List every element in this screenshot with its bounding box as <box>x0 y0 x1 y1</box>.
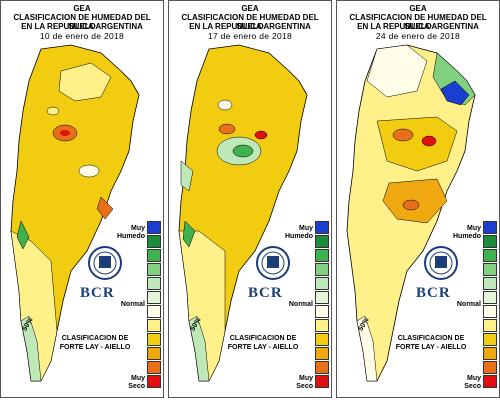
legend-top-line1: Muy <box>467 225 481 232</box>
classification-credit: CLASIFICACION DE FORTE LAY - AIELLO <box>227 334 299 352</box>
legend-bottom-line1: Muy <box>299 375 313 382</box>
title-region: EN LA REPUBLICA ARGENTINA <box>357 22 479 31</box>
legend-swatch <box>147 235 161 248</box>
legend-swatch <box>483 375 497 388</box>
legend-swatch <box>147 319 161 332</box>
dry-spot-3 <box>392 128 414 142</box>
title-gea: GEA <box>241 4 259 13</box>
argentina-map-3 <box>346 44 476 382</box>
legend-top-label: Muy Humedo <box>285 225 313 241</box>
title-classification: CLASIFICACION DE HUMEDAD DEL SUELO <box>13 13 151 31</box>
legend-swatch <box>315 277 329 290</box>
classification-line2: FORTE LAY - AIELLO <box>395 344 467 351</box>
legend-normal-label: Normal <box>456 301 481 308</box>
legend-swatch <box>483 291 497 304</box>
map-date: 10 de enero de 2018 <box>39 31 125 41</box>
legend-swatch <box>483 361 497 374</box>
legend-swatch <box>315 319 329 332</box>
map-date: 24 de enero de 2018 <box>375 31 461 41</box>
legend-swatch <box>315 375 329 388</box>
legend-swatch <box>147 263 161 276</box>
argentina-map-2 <box>178 44 308 382</box>
title-region: EN LA REPUBLICA ARGENTINA <box>189 22 311 31</box>
legend-bottom-label: Muy Seco <box>464 375 481 391</box>
bcr-seal-icon <box>79 245 131 281</box>
classification-credit: CLASIFICACION DE FORTE LAY - AIELLO <box>395 334 467 352</box>
legend-color-scale <box>315 221 329 389</box>
legend-swatch <box>483 263 497 276</box>
argentina-map-1 <box>10 44 140 382</box>
dry-spot-2 <box>218 123 236 135</box>
legend-swatch <box>147 305 161 318</box>
legend-bottom-label: Muy Seco <box>128 375 145 391</box>
legend-bottom-line2: Seco <box>128 383 145 390</box>
legend-top-line1: Muy <box>299 225 313 232</box>
legend-swatch <box>483 305 497 318</box>
legend-swatch <box>147 361 161 374</box>
map-date: 17 de enero de 2018 <box>207 31 293 41</box>
bcr-seal-icon <box>415 245 467 281</box>
title-gea: GEA <box>73 4 91 13</box>
legend-bottom-label: Muy Seco <box>296 375 313 391</box>
legend-swatch <box>147 277 161 290</box>
legend-normal-label: Normal <box>120 301 145 308</box>
legend-bottom-line2: Seco <box>464 383 481 390</box>
legend-top-line2: Humedo <box>453 233 481 240</box>
legend-swatch <box>147 347 161 360</box>
classification-line1: CLASIFICACION DE <box>397 335 465 342</box>
legend-bottom-line1: Muy <box>467 375 481 382</box>
legend-top-line1: Muy <box>131 225 145 232</box>
map-panel-1: GEA CLASIFICACION DE HUMEDAD DEL SUELO EN … <box>0 0 164 398</box>
classification-line1: CLASIFICACION DE <box>229 335 297 342</box>
bcr-logo-text: BCR <box>416 285 451 301</box>
title-gea: GEA <box>409 4 427 13</box>
legend-swatch <box>147 291 161 304</box>
legend-bottom-line2: Seco <box>296 383 313 390</box>
legend-top-label: Muy Humedo <box>453 225 481 241</box>
legend-normal-label: Normal <box>288 301 313 308</box>
legend-swatch <box>483 277 497 290</box>
legend-swatch <box>315 347 329 360</box>
legend-swatch <box>147 375 161 388</box>
legend-swatch <box>483 249 497 262</box>
legend-swatch <box>147 221 161 234</box>
legend-swatch <box>315 249 329 262</box>
legend-swatch <box>483 319 497 332</box>
title-region: EN LA REPUBLICA ARGENTINA <box>21 22 143 31</box>
legend-swatch <box>315 263 329 276</box>
legend-color-scale <box>483 221 497 389</box>
legend-color-scale <box>147 221 161 389</box>
legend-top-label: Muy Humedo <box>117 225 145 241</box>
legend-swatch <box>483 235 497 248</box>
legend-swatch <box>315 333 329 346</box>
legend-swatch <box>315 221 329 234</box>
classification-line2: FORTE LAY - AIELLO <box>59 344 131 351</box>
legend-swatch <box>483 347 497 360</box>
legend-bottom-line1: Muy <box>131 375 145 382</box>
bcr-seal-icon <box>247 245 299 281</box>
classification-line2: FORTE LAY - AIELLO <box>227 344 299 351</box>
legend-swatch <box>315 305 329 318</box>
bcr-logo-text: BCR <box>248 285 283 301</box>
legend-swatch <box>315 235 329 248</box>
legend-swatch <box>483 333 497 346</box>
classification-credit: CLASIFICACION DE FORTE LAY - AIELLO <box>59 334 131 352</box>
legend-swatch <box>483 221 497 234</box>
legend-swatch <box>147 333 161 346</box>
map-panel-2: GEA CLASIFICACION DE HUMEDAD DEL SUELO EN … <box>168 0 332 398</box>
map-panel-3: GEA CLASIFICACION DE HUMEDAD DEL SUELO EN … <box>336 0 500 398</box>
title-classification: CLASIFICACION DE HUMEDAD DEL SUELO <box>349 13 487 31</box>
classification-line1: CLASIFICACION DE <box>61 335 129 342</box>
legend-swatch <box>315 291 329 304</box>
title-classification: CLASIFICACION DE HUMEDAD DEL SUELO <box>181 13 319 31</box>
legend-top-line2: Humedo <box>117 233 145 240</box>
bcr-logo-text: BCR <box>80 285 115 301</box>
legend-top-line2: Humedo <box>285 233 313 240</box>
legend-swatch <box>147 249 161 262</box>
legend-swatch <box>315 361 329 374</box>
